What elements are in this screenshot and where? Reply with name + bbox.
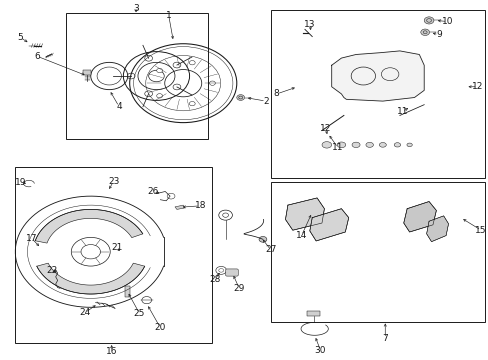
Text: 2: 2: [263, 96, 268, 105]
Text: 29: 29: [233, 284, 244, 293]
Bar: [270, 10, 484, 178]
Text: 26: 26: [147, 187, 159, 196]
Polygon shape: [426, 216, 447, 242]
Text: 16: 16: [106, 347, 117, 356]
Ellipse shape: [406, 143, 411, 147]
Circle shape: [156, 94, 162, 98]
Ellipse shape: [322, 141, 331, 148]
Text: 11: 11: [396, 107, 407, 116]
Polygon shape: [403, 202, 435, 232]
Text: 11: 11: [332, 143, 343, 152]
Text: 9: 9: [435, 30, 441, 39]
Circle shape: [236, 95, 244, 100]
Polygon shape: [175, 205, 184, 210]
Text: 28: 28: [209, 275, 220, 284]
Circle shape: [189, 102, 195, 106]
Circle shape: [420, 29, 428, 36]
Text: 4: 4: [116, 102, 122, 111]
Polygon shape: [309, 209, 348, 241]
Ellipse shape: [379, 143, 386, 147]
Circle shape: [189, 60, 195, 65]
Bar: [15, 167, 212, 343]
Text: 6: 6: [34, 52, 40, 61]
Text: 24: 24: [79, 308, 90, 317]
Bar: [83, 70, 91, 75]
Ellipse shape: [351, 142, 359, 148]
Polygon shape: [331, 51, 423, 101]
Circle shape: [423, 17, 433, 24]
Text: 23: 23: [108, 176, 119, 185]
Bar: [307, 311, 319, 316]
Text: 25: 25: [133, 309, 145, 318]
Polygon shape: [124, 286, 129, 297]
Circle shape: [209, 81, 215, 85]
Text: 27: 27: [264, 246, 276, 255]
Text: 5: 5: [17, 33, 23, 42]
Bar: [270, 182, 484, 321]
Text: 22: 22: [46, 266, 57, 275]
Text: 12: 12: [471, 82, 483, 91]
FancyBboxPatch shape: [225, 269, 238, 276]
Text: 14: 14: [295, 231, 306, 240]
Text: 8: 8: [273, 89, 279, 98]
Text: 12: 12: [320, 124, 331, 133]
Text: 20: 20: [154, 323, 166, 332]
Text: 3: 3: [133, 4, 139, 13]
Circle shape: [259, 237, 266, 242]
Polygon shape: [37, 263, 144, 294]
Text: 13: 13: [304, 19, 315, 28]
Text: 7: 7: [382, 334, 387, 343]
Text: 1: 1: [165, 10, 171, 19]
Ellipse shape: [336, 142, 345, 148]
Ellipse shape: [393, 143, 400, 147]
Polygon shape: [35, 210, 142, 243]
Circle shape: [156, 68, 162, 73]
Text: 10: 10: [441, 17, 452, 26]
Text: 19: 19: [15, 178, 27, 187]
Text: 21: 21: [111, 243, 122, 252]
Polygon shape: [285, 198, 324, 230]
Text: 18: 18: [194, 201, 205, 210]
Text: 30: 30: [314, 346, 325, 355]
Text: 15: 15: [474, 226, 486, 235]
Ellipse shape: [365, 142, 373, 147]
Text: 17: 17: [25, 234, 37, 243]
Bar: [66, 13, 207, 139]
